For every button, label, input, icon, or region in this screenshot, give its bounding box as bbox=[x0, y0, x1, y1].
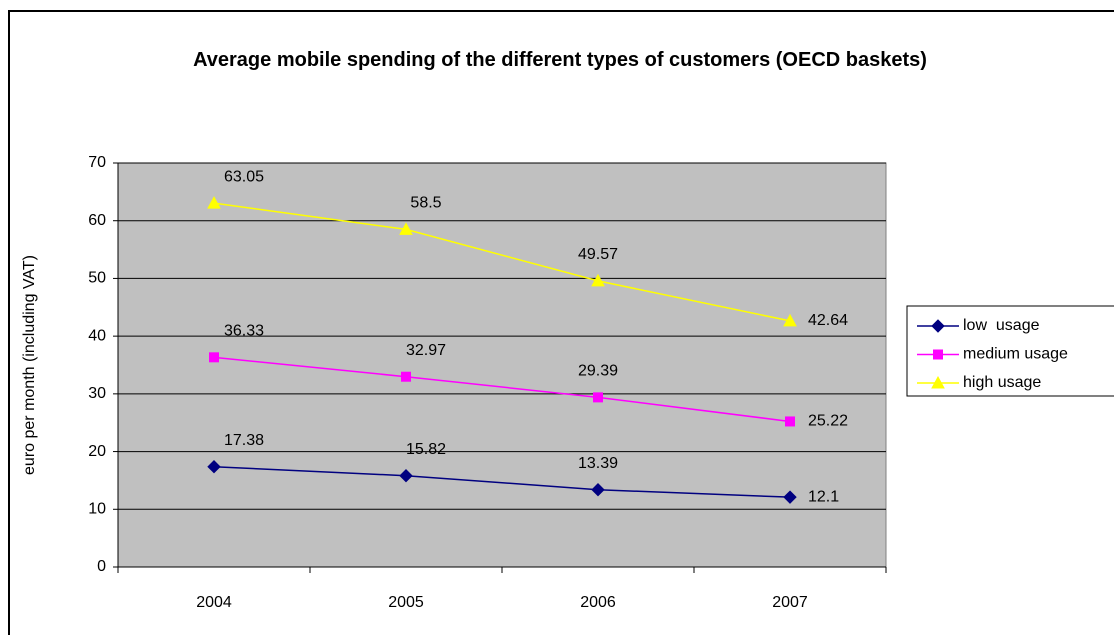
data-label: 12.1 bbox=[808, 488, 839, 505]
data-label: 17.38 bbox=[224, 432, 264, 449]
data-label: 13.39 bbox=[578, 455, 618, 472]
marker bbox=[593, 392, 603, 403]
y-tick-label: 10 bbox=[88, 501, 106, 518]
data-label: 49.57 bbox=[578, 246, 618, 263]
legend-marker bbox=[931, 319, 945, 333]
marker bbox=[207, 459, 221, 474]
chart-title: Average mobile spending of the different… bbox=[193, 49, 927, 71]
data-label: 58.5 bbox=[410, 195, 441, 212]
marker bbox=[399, 468, 413, 483]
marker bbox=[207, 196, 221, 209]
chart-frame bbox=[8, 10, 1114, 635]
marker bbox=[785, 416, 795, 427]
x-tick-label: 2005 bbox=[388, 594, 424, 611]
y-tick-label: 50 bbox=[88, 270, 106, 287]
x-tick-label: 2007 bbox=[772, 594, 808, 611]
data-label: 63.05 bbox=[224, 168, 264, 185]
marker bbox=[591, 483, 605, 497]
series-line bbox=[213, 465, 791, 498]
legend-label: low usage bbox=[963, 317, 1040, 334]
data-label: 15.82 bbox=[406, 441, 446, 458]
y-tick-label: 70 bbox=[88, 154, 106, 171]
y-tick-label: 30 bbox=[88, 385, 106, 402]
marker bbox=[401, 371, 411, 382]
data-label: 42.64 bbox=[808, 312, 848, 329]
y-tick-label: 0 bbox=[97, 558, 106, 575]
marker bbox=[399, 222, 413, 235]
data-label: 32.97 bbox=[406, 342, 446, 359]
marker bbox=[209, 352, 219, 363]
x-tick-label: 2004 bbox=[196, 594, 232, 611]
legend-marker bbox=[931, 375, 945, 389]
marker bbox=[783, 313, 797, 327]
y-tick-label: 20 bbox=[88, 443, 106, 460]
data-label: 25.22 bbox=[808, 413, 848, 430]
marker bbox=[783, 490, 797, 504]
data-label: 29.39 bbox=[578, 363, 618, 380]
y-tick-label: 40 bbox=[88, 327, 106, 344]
series-line bbox=[213, 356, 791, 423]
y-tick-label: 60 bbox=[88, 212, 106, 229]
marker bbox=[591, 273, 605, 287]
x-tick-label: 2006 bbox=[580, 594, 616, 611]
data-label: 36.33 bbox=[224, 323, 264, 340]
legend-label: medium usage bbox=[963, 346, 1068, 363]
y-axis-label: euro per month (including VAT) bbox=[21, 255, 38, 475]
plot-area bbox=[117, 162, 887, 568]
legend-label: high usage bbox=[963, 374, 1041, 391]
series-line bbox=[213, 202, 791, 322]
legend-marker bbox=[933, 349, 943, 360]
